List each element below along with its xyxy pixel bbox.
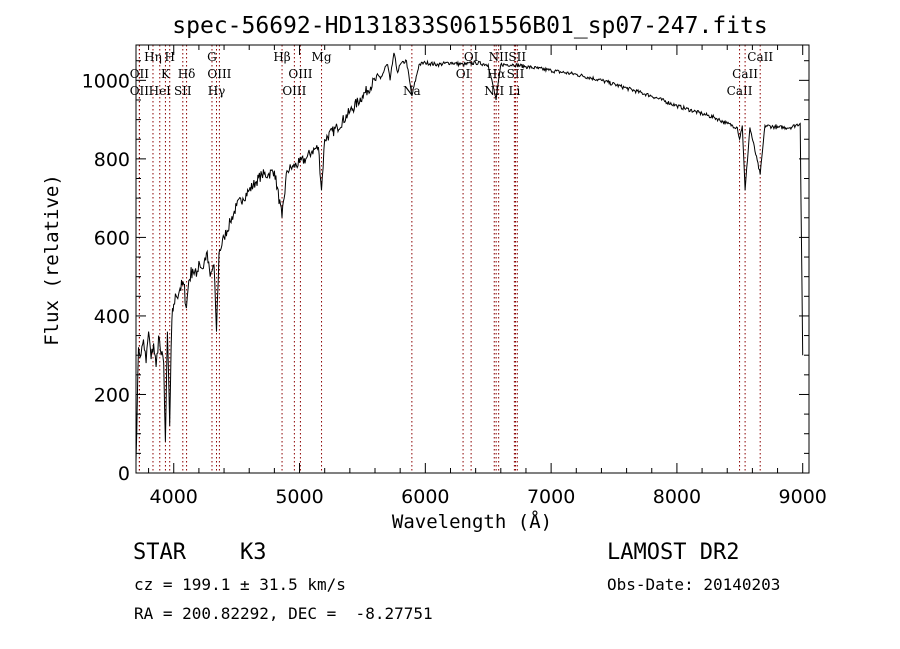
x-tick-label-5: 9000 bbox=[779, 486, 827, 508]
x-tick-label-4: 8000 bbox=[653, 486, 701, 508]
y-tick-label-0: 0 bbox=[118, 463, 130, 485]
line-label-20: NII bbox=[489, 50, 509, 64]
survey-name: LAMOST DR2 bbox=[607, 540, 740, 565]
x-tick-label-3: 7000 bbox=[527, 486, 575, 508]
line-label-5: H bbox=[164, 50, 174, 64]
line-label-12: OIII bbox=[282, 84, 306, 98]
object-subclass: K3 bbox=[240, 540, 267, 565]
line-label-10: OIII bbox=[207, 67, 231, 81]
line-label-11: Hβ bbox=[273, 50, 290, 64]
object-class: STAR bbox=[133, 540, 186, 565]
line-label-22: SII bbox=[507, 67, 525, 81]
line-label-4: K bbox=[161, 67, 171, 81]
line-label-13: OIII bbox=[288, 67, 312, 81]
y-axis-label: Flux (relative) bbox=[41, 174, 63, 346]
line-label-19: Hα bbox=[487, 67, 506, 81]
x-tick-label-2: 6000 bbox=[401, 486, 449, 508]
line-label-21: Li bbox=[508, 84, 520, 98]
line-label-17: OI bbox=[464, 50, 479, 64]
line-label-25: CaII bbox=[732, 67, 758, 81]
line-label-3: HeI bbox=[149, 84, 172, 98]
line-label-24: CaII bbox=[727, 84, 753, 98]
chart-title: spec-56692-HD131833S061556B01_sp07-247.f… bbox=[172, 13, 767, 39]
x-tick-label-0: 4000 bbox=[150, 486, 198, 508]
line-label-16: OI bbox=[456, 67, 471, 81]
line-label-7: Hδ bbox=[178, 67, 196, 81]
line-label-6: SII bbox=[174, 84, 192, 98]
line-label-26: CaII bbox=[747, 50, 773, 64]
y-tick-label-4: 800 bbox=[94, 149, 130, 171]
spectrum-series bbox=[135, 52, 804, 462]
line-label-14: Mg bbox=[312, 50, 332, 64]
plot-frame bbox=[135, 44, 810, 474]
y-tick-label-3: 600 bbox=[94, 227, 130, 249]
redshift-text: cz = 199.1 ± 31.5 km/s bbox=[134, 575, 346, 594]
coordinates-text: RA = 200.82292, DEC = -8.27751 bbox=[134, 604, 433, 623]
x-tick-label-1: 5000 bbox=[275, 486, 323, 508]
line-label-15: Na bbox=[403, 84, 421, 98]
y-tick-label-2: 400 bbox=[94, 306, 130, 328]
x-axis: 4000 5000 6000 7000 8000 9000 bbox=[148, 45, 827, 508]
line-label-1: OII bbox=[130, 84, 150, 98]
y-tick-label-1: 200 bbox=[94, 384, 130, 406]
line-label-2: Hη bbox=[144, 50, 162, 64]
obs-date-text: Obs-Date: 20140203 bbox=[607, 575, 781, 594]
y-axis: 0 200 400 600 800 1000 bbox=[82, 60, 809, 485]
spectrum-line bbox=[135, 52, 804, 462]
line-markers: OIIOIIHηHeIKHSIIHδGHγOIIIHβOIIIOIIIMgNaO… bbox=[130, 45, 773, 473]
line-label-9: Hγ bbox=[208, 84, 226, 98]
line-label-8: G bbox=[207, 50, 217, 64]
line-label-23: SII bbox=[508, 50, 526, 64]
x-axis-label: Wavelength (Å) bbox=[392, 510, 552, 533]
y-tick-label-5: 1000 bbox=[82, 70, 130, 92]
